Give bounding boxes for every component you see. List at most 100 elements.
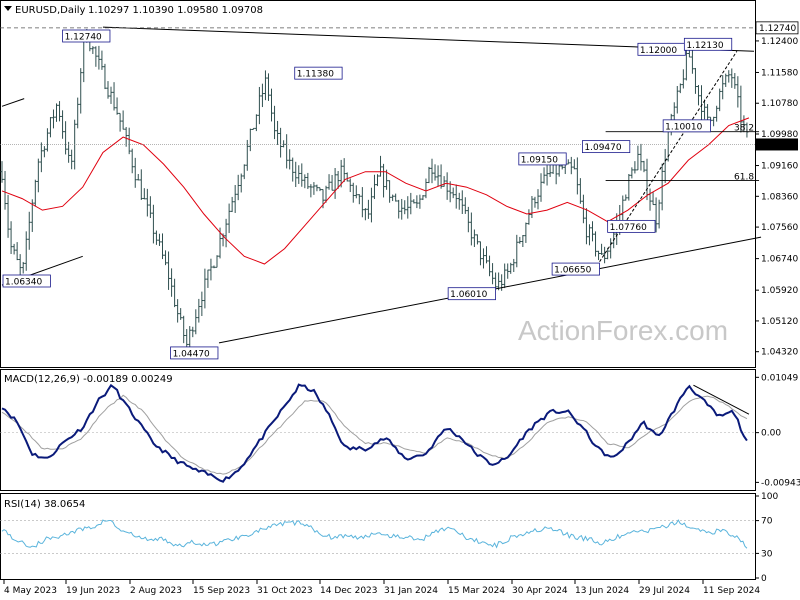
price-annotation: 1.12130: [683, 37, 733, 51]
price-bar: [276, 120, 280, 145]
price-bar: [118, 112, 122, 132]
price-bar: [606, 247, 610, 260]
annotation-label: 1.04470: [173, 349, 210, 359]
price-bar: [379, 155, 383, 177]
price-bar: [633, 161, 637, 174]
price-bar: [369, 187, 373, 223]
price-bar: [39, 142, 43, 173]
rsi-title: RSI(14) 38.0654: [4, 499, 85, 510]
price-bar: [194, 309, 198, 335]
price-bar: [657, 199, 661, 229]
price-bar: [21, 261, 25, 274]
price-bar: [712, 116, 716, 127]
price-bar: [288, 149, 292, 170]
price-bar: [672, 102, 676, 122]
time-axis-label: 4 May 2023: [4, 586, 57, 596]
price-annotation: 1.12740: [62, 29, 111, 43]
price-bar: [448, 181, 452, 203]
time-axis-label: 30 Apr 2024: [512, 586, 568, 596]
macd-axis-label: -0.009435: [761, 478, 800, 488]
price-bar: [15, 242, 19, 261]
price-bar: [382, 163, 386, 198]
price-bar: [642, 160, 646, 173]
price-axis-label: 1.05920: [761, 286, 798, 296]
current-price-tag: [756, 138, 798, 151]
price-bar: [742, 115, 746, 133]
macd-trendline: [693, 384, 750, 415]
price-bar: [100, 50, 104, 70]
price-bar: [76, 97, 80, 129]
price-bar: [106, 81, 110, 99]
price-bar: [142, 188, 146, 200]
price-bar: [67, 141, 71, 163]
price-bar: [115, 97, 119, 115]
time-axis-label: 2 Aug 2023: [130, 586, 182, 596]
price-bar: [197, 298, 201, 323]
price-bar: [339, 159, 343, 188]
annotation-label: 1.09150: [521, 155, 558, 165]
price-bar: [454, 184, 458, 209]
price-bar: [469, 212, 473, 246]
annotation-box: [582, 140, 631, 154]
price-bar: [342, 158, 346, 183]
price-bar: [18, 254, 22, 279]
time-axis-label: 31 Oct 2023: [257, 586, 313, 596]
price-bar: [136, 173, 140, 181]
macd-title: MACD(12,26,9) -0.00189 0.00249: [4, 374, 173, 385]
annotation-label: 1.06650: [554, 266, 591, 276]
price-bar: [215, 255, 219, 268]
price-axis-label: 1.06740: [761, 255, 798, 265]
price-axis-label: 1.12400: [761, 37, 798, 47]
price-bar: [124, 127, 128, 147]
price-bar: [366, 199, 370, 219]
price-bar: [575, 157, 579, 195]
price-bar: [600, 243, 604, 255]
price-bar: [400, 198, 404, 220]
price-bar: [590, 221, 594, 242]
price-bar: [103, 63, 107, 90]
price-axis-label: 1.11580: [761, 68, 798, 78]
price-bar: [127, 127, 131, 155]
price-axis-label: 1.09980: [761, 130, 798, 140]
price-bar: [315, 184, 319, 192]
rsi-panel: [0, 493, 756, 580]
fib-level-label: 61.8: [734, 173, 754, 183]
price-bar: [494, 272, 498, 290]
price-bar: [385, 169, 389, 190]
price-axis-label: 1.10780: [761, 99, 798, 109]
price-bar: [460, 190, 464, 215]
time-axis-label: 11 Sep 2024: [703, 586, 760, 596]
time-axis-label: 13 Jun 2024: [575, 586, 629, 596]
annotation-label: 1.12130: [686, 41, 723, 51]
price-bar: [151, 204, 155, 244]
price-bar: [270, 88, 274, 122]
price-annotation: 1.06010: [447, 287, 496, 300]
price-bar: [603, 246, 607, 264]
price-bar: [263, 70, 267, 101]
price-axis-label: 1.08360: [761, 192, 798, 202]
price-bar: [497, 272, 501, 291]
price-bar: [112, 82, 116, 111]
annotation-box: [170, 346, 219, 360]
price-bar: [587, 224, 591, 246]
rsi-line: [1, 519, 748, 549]
price-bar: [173, 278, 177, 308]
collapse-arrow-icon[interactable]: [4, 6, 12, 11]
price-bar: [109, 86, 113, 104]
time-axis-label: 31 Jan 2024: [384, 586, 438, 596]
price-bar: [61, 110, 65, 139]
price-bar: [230, 196, 234, 213]
annotation-label: 1.11380: [297, 70, 334, 80]
price-bar: [509, 262, 513, 274]
price-bar: [533, 196, 537, 208]
price-bar: [445, 172, 449, 200]
price-bar: [48, 117, 52, 138]
price-bar: [409, 192, 413, 215]
price-bar: [348, 178, 352, 193]
price-annotation: 1.09470: [582, 140, 631, 154]
rsi-axis-label: 30: [761, 549, 773, 559]
price-bar: [372, 174, 376, 200]
annotation-box: [662, 119, 711, 133]
price-axis-label: 1.09160: [761, 162, 798, 172]
price-bar: [139, 169, 143, 200]
